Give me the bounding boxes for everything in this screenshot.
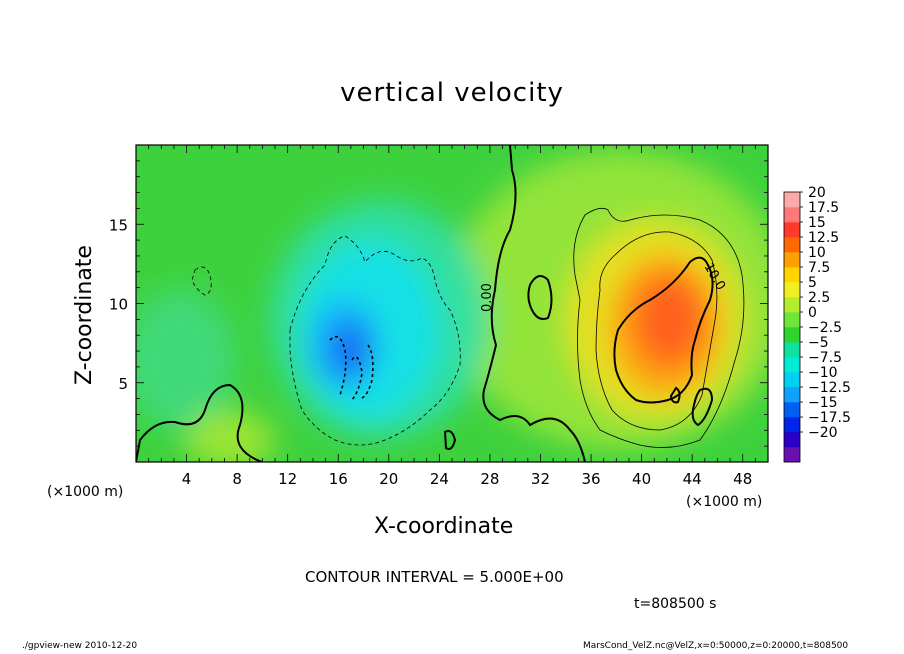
colorbar-swatch [784,222,800,238]
x-tick-label: 24 [430,470,449,488]
contour-downdraft-core [329,335,374,401]
colorbar-label: 17.5 [808,200,839,216]
colorbar-label: −15 [808,395,838,411]
x-axis-unit-left: (×1000 m) [47,484,124,500]
colorbar-swatch [784,237,800,253]
zero-contour-center [482,145,586,462]
footer-script-info: ./gpview-new 2010-12-20 [22,641,138,651]
x-tick-label: 4 [182,470,192,488]
colorbar-swatch [784,327,800,343]
colorbar-swatch [784,432,800,448]
colorbar-swatch [784,372,800,388]
colorbar-label: 0 [808,305,817,321]
x-tick-label: 16 [329,470,348,488]
zero-contour-bump [443,430,457,450]
colorbar-label: −7.5 [808,350,842,366]
colorbar-label: −12.5 [808,380,851,396]
colorbar-swatch [784,357,800,373]
y-tick-label: 10 [109,296,128,314]
colorbar-label: −2.5 [808,320,842,336]
x-tick-label: 20 [379,470,398,488]
x-tick-label: 12 [278,470,297,488]
contour-outer-ring [573,207,745,448]
colorbar-label: 2.5 [808,290,830,306]
x-tick-label: 44 [683,470,702,488]
x-tick-label: 8 [232,470,242,488]
colorbar-label: 12.5 [808,230,839,246]
colorbar-swatch [784,447,800,463]
colorbar-swatch [784,252,800,268]
y-tick-label: 15 [109,216,128,234]
x-tick-label: 40 [632,470,651,488]
colorbar-label: 20 [808,185,826,201]
colorbar-label: 15 [808,215,826,231]
colorbar-label: 10 [808,245,826,261]
x-axis-unit-right: (×1000 m) [686,494,763,510]
time-label: t=808500 s [634,596,717,612]
x-tick-label: 48 [733,470,752,488]
x-axis-label: X-coordinate [374,514,514,539]
x-tick-label: 28 [480,470,499,488]
colorbar-swatch [784,387,800,403]
colorbar-swatch [784,417,800,433]
colorbar-swatch [784,282,800,298]
colorbar-label: −5 [808,335,829,351]
x-ticks: 4 8 12 16 20 24 28 32 36 40 44 48 [148,145,756,488]
contour-label-zero: 0.00 [480,283,495,312]
y-tick-label: 5 [118,375,128,393]
colorbar-swatch [784,267,800,283]
contour-ten-dot [669,386,681,404]
velocity-field [136,145,768,462]
colorbar-label: −20 [808,425,838,441]
colorbar-swatch [784,312,800,328]
x-tick-label: 32 [531,470,550,488]
colorbar-label: 7.5 [808,260,830,276]
chart-title: vertical velocity [340,78,564,108]
contour-inner-ring [595,231,718,431]
y-ticks: 5 10 15 [109,160,768,447]
x-tick-label: 36 [581,470,600,488]
colorbar: 2017.51512.5107.552.50−2.5−5−7.5−10−12.5… [783,185,851,463]
footer-data-source: MarsCond_VelZ.nc@VelZ,x=0:50000,z=0:2000… [583,641,849,651]
colorbar-swatch [784,297,800,313]
colorbar-swatch [784,342,800,358]
thin-contours [191,207,745,448]
zero-contour-left [136,383,263,462]
contour-interval-label: CONTOUR INTERVAL = 5.000E+00 [305,568,564,586]
zero-contour-ring [527,275,553,320]
contour-ten-small [691,387,714,427]
colorbar-swatch [784,402,800,418]
contour-oval-left [191,266,212,296]
colorbar-label: −10 [808,365,838,381]
colorbar-label: 5 [808,275,817,291]
colorbar-label: −17.5 [808,410,851,426]
colorbar-swatch [784,207,800,223]
colorbar-swatch [784,192,800,208]
contour-downdraft [289,235,461,446]
zero-contours [136,145,714,462]
contour-ten [613,256,714,404]
